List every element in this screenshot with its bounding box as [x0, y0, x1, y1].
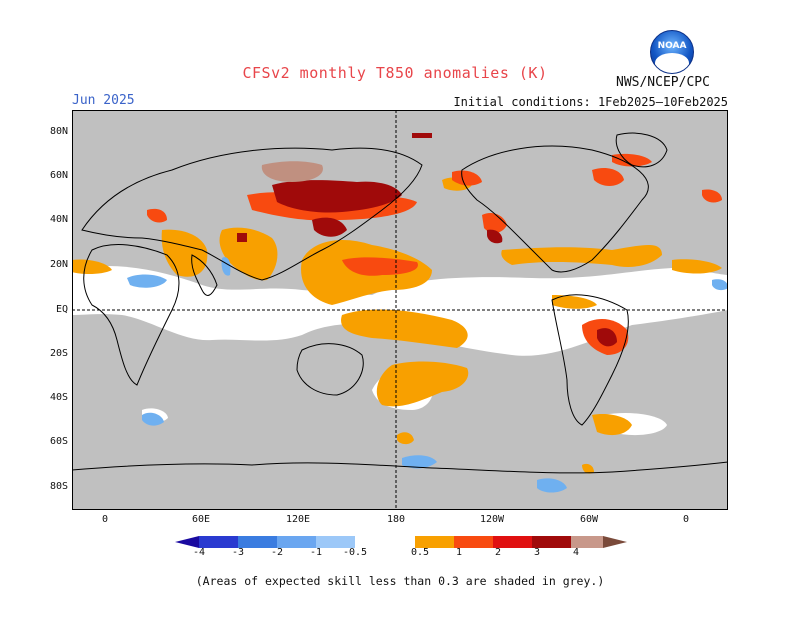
- anomaly-map: [72, 110, 728, 510]
- lat-label: 40N: [49, 214, 68, 225]
- colorbar-arrow-right: [603, 536, 627, 548]
- lat-label: 60S: [49, 436, 68, 447]
- lon-label: 120W: [479, 514, 505, 525]
- colorbar-swatch: [277, 536, 316, 548]
- colorbar-label: 3: [533, 547, 541, 558]
- colorbar-swatch: [355, 536, 415, 548]
- europe-asia-coast: [81, 147, 423, 281]
- colorbar-swatch: [454, 536, 493, 548]
- lat-label: 40S: [49, 392, 68, 403]
- agency-label: NWS/NCEP/CPC: [616, 75, 710, 90]
- initial-conditions: Initial conditions: 1Feb2025–10Feb2025: [453, 95, 728, 109]
- logo-bird-shape: [655, 53, 689, 73]
- map-frame: [72, 110, 728, 510]
- africa-coast: [83, 244, 180, 386]
- colorbar-swatch: [571, 536, 603, 548]
- lon-label: 120E: [285, 514, 311, 525]
- lon-label: 60W: [579, 514, 599, 525]
- colorbar-swatch: [532, 536, 571, 548]
- lat-label: 80S: [49, 481, 68, 492]
- lat-label: 20N: [49, 259, 68, 270]
- colorbar-arrow-left: [175, 536, 199, 548]
- colorbar-swatch: [493, 536, 532, 548]
- india-coast: [191, 254, 218, 296]
- colorbar-label: -1: [309, 547, 323, 558]
- colorbar-swatch: [415, 536, 454, 548]
- lat-label: EQ: [55, 304, 68, 315]
- lon-label: 60E: [191, 514, 211, 525]
- skill-footnote: (Areas of expected skill less than 0.3 a…: [195, 574, 605, 588]
- lat-label: 20S: [49, 348, 68, 359]
- brown-anomaly-region: [261, 161, 323, 182]
- colorbar: [175, 536, 627, 548]
- colorbar-label: -4: [192, 547, 206, 558]
- chart-title: CFSv2 monthly T850 anomalies (K): [242, 64, 548, 82]
- colorbar-label: -3: [231, 547, 245, 558]
- colorbar-swatch: [316, 536, 355, 548]
- colorbar-label: 0.5: [410, 547, 430, 558]
- colorbar-label: 2: [494, 547, 502, 558]
- south-america-coast: [551, 294, 629, 426]
- greenland-coast: [615, 132, 668, 168]
- colorbar-swatch: [199, 536, 238, 548]
- colorbar-swatch: [238, 536, 277, 548]
- colorbar-label: -2: [270, 547, 284, 558]
- lon-label: 0: [101, 514, 109, 525]
- forecast-month: Jun 2025: [72, 93, 135, 108]
- antarctica-coast: [72, 461, 728, 474]
- colorbar-label: -0.5: [342, 547, 368, 558]
- north-america-coast: [461, 145, 649, 273]
- colorbar-label: 1: [455, 547, 463, 558]
- lon-label: 0: [682, 514, 690, 525]
- lon-label: 180: [386, 514, 406, 525]
- noaa-logo: NOAA: [650, 30, 694, 74]
- coastlines: [72, 132, 728, 474]
- logo-text: NOAA: [657, 41, 687, 51]
- australia-coast: [296, 343, 364, 396]
- lat-label: 80N: [49, 126, 68, 137]
- colorbar-label: 4: [572, 547, 580, 558]
- dark-red-anomaly-regions: [237, 133, 617, 347]
- lat-label: 60N: [49, 170, 68, 181]
